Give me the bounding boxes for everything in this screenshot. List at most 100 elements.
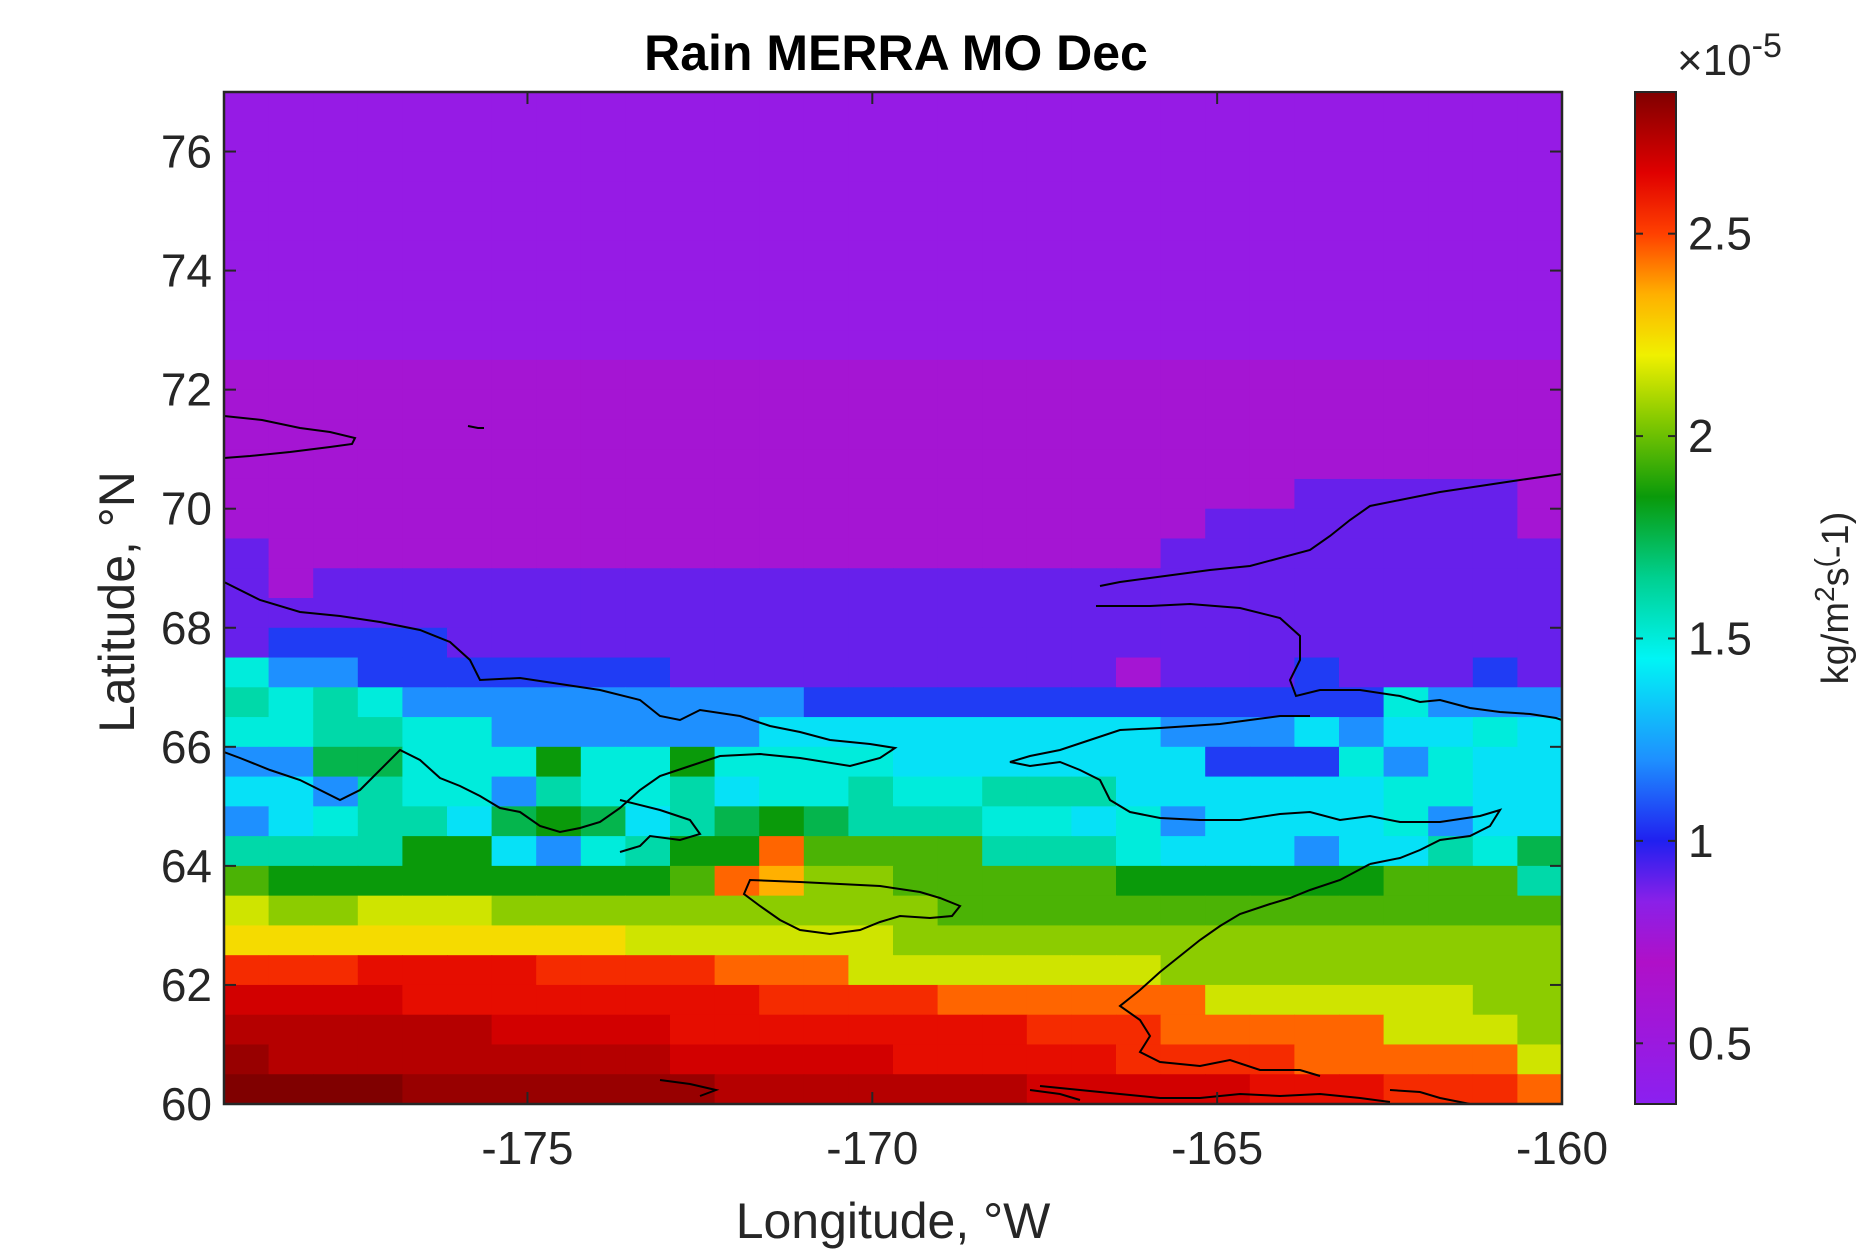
heatmap-cell — [937, 419, 983, 450]
heatmap-cell — [447, 1074, 493, 1104]
heatmap-cell — [1249, 508, 1295, 540]
heatmap-cell — [491, 211, 537, 242]
heatmap-cell — [1339, 1014, 1385, 1046]
heatmap-cell — [313, 687, 359, 718]
heatmap-cell — [803, 211, 849, 242]
heatmap-cell — [714, 419, 760, 450]
heatmap-cell — [893, 836, 939, 867]
heatmap-cell — [937, 836, 983, 867]
heatmap-cell — [893, 984, 939, 1016]
heatmap-cell — [848, 449, 894, 480]
heatmap-cell — [447, 508, 493, 540]
coastline-islet — [467, 425, 484, 429]
coastline-nunivak — [1029, 1089, 1081, 1101]
heatmap-cell — [1339, 389, 1385, 421]
heatmap-cell — [848, 1014, 894, 1046]
heatmap-cell — [759, 925, 805, 956]
heatmap-cell — [402, 300, 448, 331]
heatmap-cell — [224, 211, 270, 242]
heatmap-cell — [491, 955, 537, 986]
heatmap-cell — [402, 270, 448, 301]
heatmap-cell — [1383, 389, 1429, 421]
heatmap-cell — [670, 836, 716, 867]
heatmap-cell — [1428, 568, 1474, 599]
y-tick-label: 74 — [161, 245, 212, 297]
heatmap-cell — [1383, 478, 1429, 510]
heatmap-cell — [670, 240, 716, 272]
heatmap-cell — [1294, 836, 1340, 867]
heatmap-cell — [357, 687, 403, 718]
heatmap-cell — [1383, 598, 1429, 629]
coastline-yukon-delta — [1039, 1085, 1391, 1103]
heatmap-cell — [268, 181, 314, 212]
heatmap-cell — [491, 359, 537, 391]
heatmap-cell — [268, 270, 314, 301]
heatmap-cell — [1026, 955, 1072, 986]
heatmap-cell — [803, 895, 849, 927]
heatmap-cell — [1428, 478, 1474, 510]
heatmap-cell — [1472, 92, 1518, 123]
heatmap-cell — [848, 598, 894, 629]
heatmap-cell — [1116, 92, 1162, 123]
heatmap-cell — [1428, 419, 1474, 450]
heatmap-cell — [625, 1014, 671, 1046]
heatmap-cell — [224, 955, 270, 986]
heatmap-cell — [1071, 717, 1117, 748]
heatmap-cell — [580, 1014, 626, 1046]
heatmap-cell — [491, 121, 537, 153]
heatmap-cell — [268, 211, 314, 242]
heatmap-cell — [803, 984, 849, 1016]
heatmap-cell — [1294, 806, 1340, 837]
heatmap-cell — [313, 955, 359, 986]
heatmap-cell — [402, 717, 448, 748]
heatmap-cell — [1116, 240, 1162, 272]
heatmap-cell — [402, 330, 448, 361]
heatmap-cell — [1071, 598, 1117, 629]
heatmap-cell — [268, 895, 314, 927]
heatmap-cell — [937, 1044, 983, 1075]
heatmap-cell — [402, 538, 448, 569]
heatmap-cell — [670, 806, 716, 837]
heatmap-cell — [224, 508, 270, 540]
heatmap-cell — [1026, 121, 1072, 153]
heatmap-cell — [1294, 181, 1340, 212]
heatmap-cell — [1160, 984, 1206, 1016]
heatmap-cell — [313, 717, 359, 748]
heatmap-cell — [580, 806, 626, 837]
heatmap-cell — [224, 181, 270, 212]
heatmap-cell — [491, 92, 537, 123]
heatmap-cell — [1071, 92, 1117, 123]
heatmap-cell — [491, 895, 537, 927]
heatmap-cell — [1026, 627, 1072, 659]
heatmap-cell — [1071, 746, 1117, 778]
heatmap-cell — [982, 449, 1028, 480]
heatmap-cell — [1071, 984, 1117, 1016]
heatmap-cell — [803, 776, 849, 807]
heatmap-cell — [714, 92, 760, 123]
heatmap-cell — [1249, 895, 1295, 927]
heatmap-cell — [1160, 300, 1206, 331]
heatmap-cell — [982, 627, 1028, 659]
heatmap-cell — [1116, 449, 1162, 480]
heatmap-cell — [759, 806, 805, 837]
heatmap-cell — [893, 270, 939, 301]
heatmap-cell — [1249, 806, 1295, 837]
heatmap-cell — [848, 151, 894, 182]
heatmap-cell — [625, 895, 671, 927]
heatmap-cell — [759, 151, 805, 182]
heatmap-cell — [759, 300, 805, 331]
heatmap-cell — [1428, 717, 1474, 748]
heatmap-cell — [848, 955, 894, 986]
heatmap-cell — [1517, 806, 1562, 837]
heatmap-cell — [937, 538, 983, 569]
heatmap-cell — [1160, 211, 1206, 242]
colorbar-tick-label: 1 — [1688, 815, 1714, 867]
heatmap-cell — [803, 151, 849, 182]
heatmap-cell — [1339, 300, 1385, 331]
heatmap-cell — [848, 538, 894, 569]
heatmap-cell — [1026, 389, 1072, 421]
heatmap-cell — [1249, 419, 1295, 450]
heatmap-cell — [580, 895, 626, 927]
heatmap-cell — [1026, 717, 1072, 748]
heatmap-cell — [1205, 270, 1251, 301]
